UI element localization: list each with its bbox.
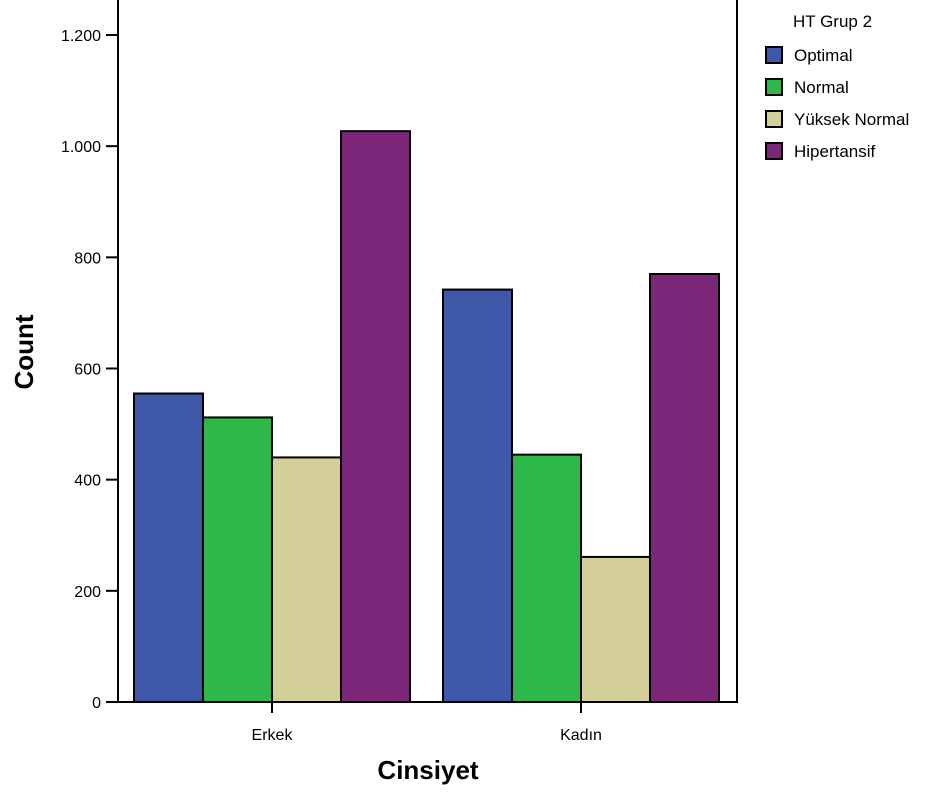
legend-label: Normal [794,78,849,97]
y-tick-label: 1.200 [61,28,101,45]
bar-kadın-2 [511,453,582,704]
x-axis: Erkek Kadın [252,702,602,744]
y-tick-label: 1.000 [61,139,101,156]
legend-label: Yüksek Normal [794,110,909,129]
bar-kadın-3 [580,555,651,703]
legend-label: Optimal [794,46,853,65]
legend-label: Hipertansif [794,142,876,161]
bars-group [133,130,720,704]
legend-swatch [765,46,783,64]
bar-erkek-1 [133,392,204,703]
bar-kadın-1 [442,288,513,703]
y-tick-label: 800 [74,250,101,267]
plot-frame [117,0,738,703]
y-axis: 0 200 400 600 800 1.000 1.200 [61,28,118,712]
legend-title: HT Grup 2 [793,12,872,31]
bar-kadın-4 [649,273,720,703]
y-tick-label: 200 [74,584,101,601]
x-axis-title: Cinsiyet [377,755,478,785]
bar-erkek-3 [271,456,342,703]
y-axis-title: Count [9,314,39,389]
bar-erkek-2 [202,416,273,703]
x-tick-label: Kadın [560,727,602,744]
legend-swatch [765,78,783,96]
legend-swatch [765,142,783,160]
bar-erkek-4 [340,130,411,703]
x-tick-label: Erkek [252,727,294,744]
legend: HT Grup 2 Optimal Normal Yüksek Normal Hipe… [765,12,909,161]
y-tick-label: 0 [92,695,101,712]
y-tick-label: 600 [74,362,101,379]
legend-swatch [765,110,783,128]
y-tick-label: 400 [74,473,101,490]
